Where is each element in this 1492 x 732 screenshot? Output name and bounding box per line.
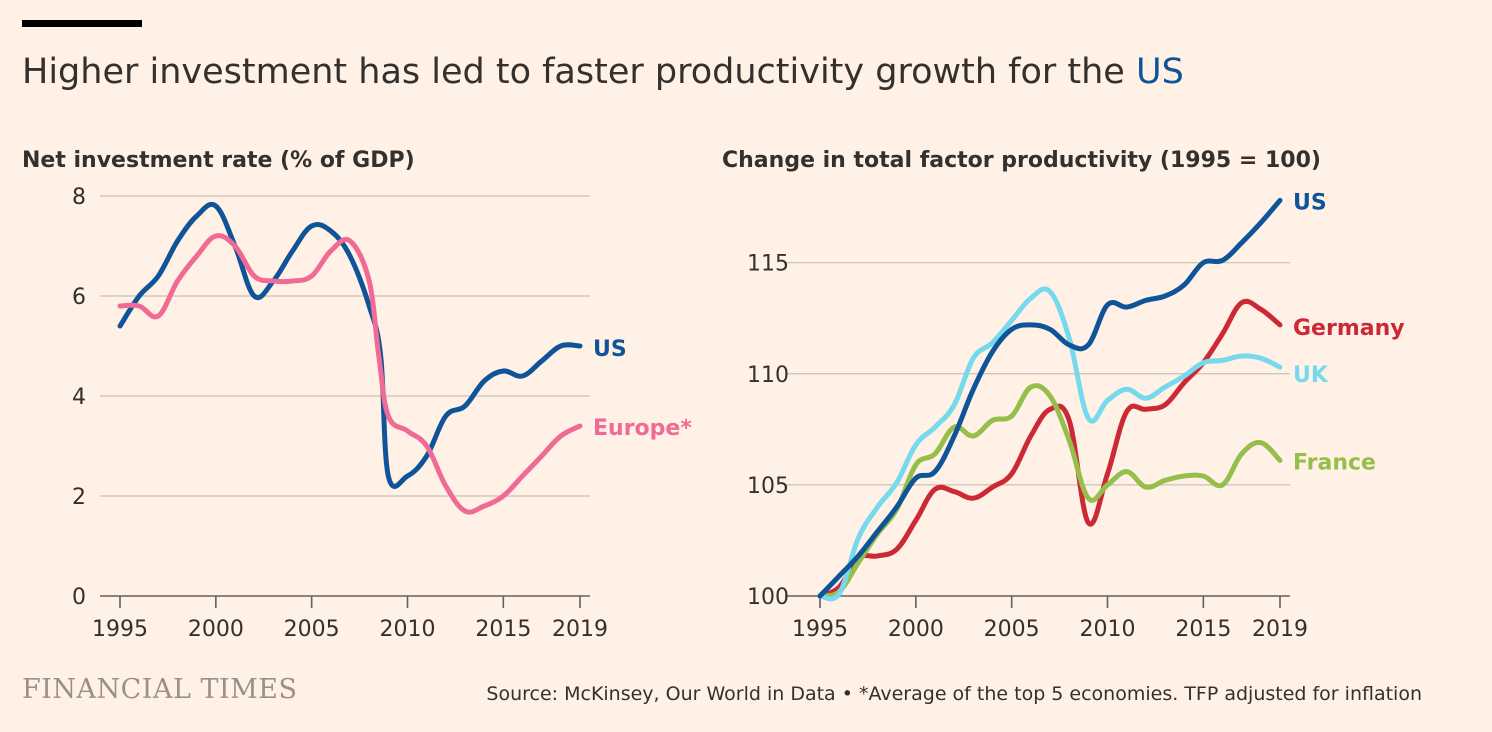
- series-line-germany: [817, 298, 1283, 599]
- x-tick-label: 1995: [792, 617, 848, 642]
- x-tick-label: 2000: [888, 617, 944, 642]
- y-tick-label: 2: [72, 485, 86, 510]
- series-label-france: France: [1293, 450, 1376, 475]
- top-accent-bar: [22, 20, 142, 27]
- ft-brand-logo: FINANCIAL TIMES: [22, 674, 298, 705]
- y-tick-label: 8: [72, 185, 86, 210]
- x-tick-label: 1995: [92, 617, 148, 642]
- series-line-us: [817, 197, 1283, 599]
- chart-title: Higher investment has led to faster prod…: [22, 52, 1184, 92]
- series-line-us: [117, 201, 583, 489]
- series-line-europe: [117, 233, 583, 515]
- x-tick-label: 2019: [1252, 617, 1308, 642]
- chart-title-highlight: US: [1135, 52, 1184, 92]
- series-label-germany: Germany: [1293, 316, 1405, 341]
- series-label-us: US: [1293, 190, 1327, 215]
- x-tick-label: 2000: [188, 617, 244, 642]
- x-tick-label: 2005: [984, 617, 1040, 642]
- y-tick-label: 4: [72, 385, 86, 410]
- chart-investment-title: Net investment rate (% of GDP): [22, 148, 415, 173]
- x-tick-label: 2015: [475, 617, 531, 642]
- chart-investment: Net investment rate (% of GDP) 0 2 4 6 8 1995 2…: [22, 148, 692, 642]
- series-label-europe: Europe*: [593, 416, 692, 441]
- x-tick-label: 2015: [1175, 617, 1231, 642]
- chart-title-main: Higher investment has led to faster prod…: [22, 52, 1136, 92]
- y-tick-label: 0: [72, 585, 86, 610]
- y-tick-label: 105: [747, 474, 789, 499]
- chart-tfp: Change in total factor productivity (199…: [722, 148, 1405, 642]
- series-line-uk: [817, 286, 1283, 602]
- series-label-uk: UK: [1293, 363, 1329, 388]
- y-tick-label: 6: [72, 285, 86, 310]
- source-note: Source: McKinsey, Our World in Data • *A…: [486, 683, 1422, 705]
- chart-tfp-title: Change in total factor productivity (199…: [722, 148, 1321, 173]
- series-label-us: US: [593, 337, 627, 362]
- y-tick-label: 100: [747, 585, 789, 610]
- y-tick-label: 110: [747, 363, 789, 388]
- x-tick-label: 2010: [1080, 617, 1136, 642]
- x-tick-label: 2010: [380, 617, 436, 642]
- x-tick-label: 2019: [552, 617, 608, 642]
- y-tick-label: 115: [747, 252, 789, 277]
- x-tick-label: 2005: [284, 617, 340, 642]
